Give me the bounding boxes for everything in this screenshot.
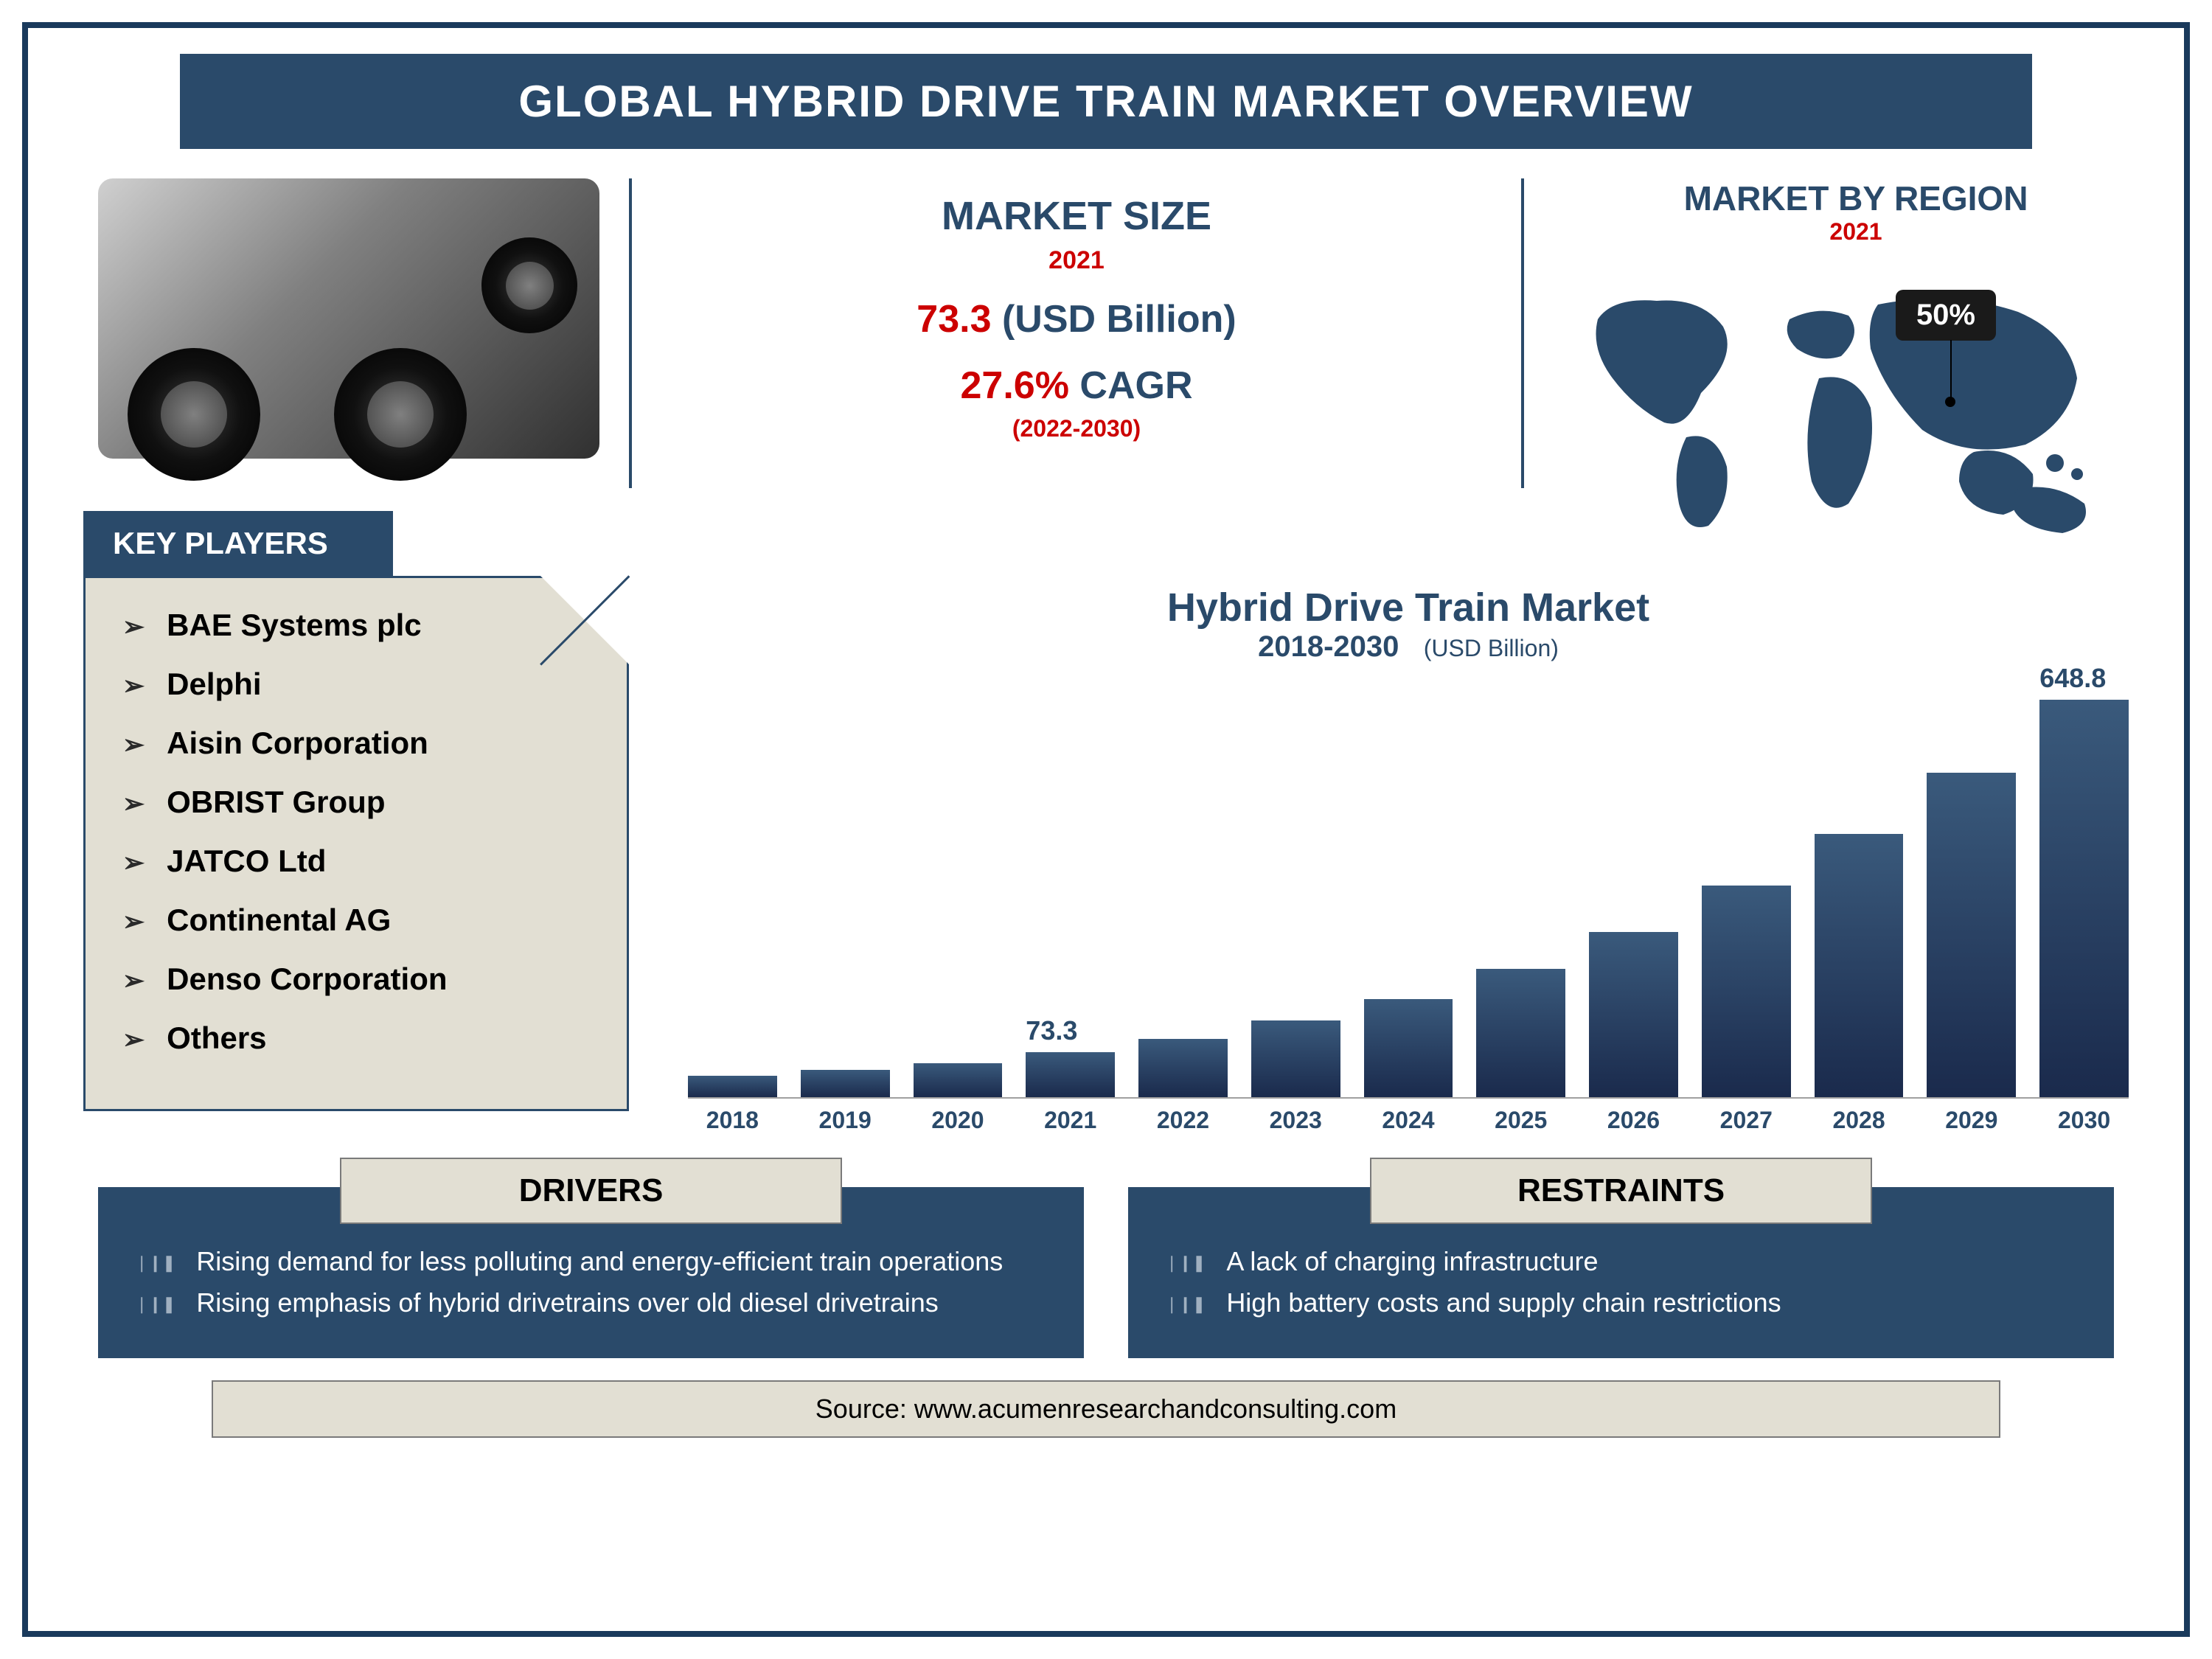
market-size-year: 2021 (661, 246, 1492, 275)
bar-group: 2022 (1138, 1039, 1228, 1097)
region-heading: MARKET BY REGION (1554, 178, 2158, 218)
list-item: Aisin Corporation (122, 726, 590, 761)
chart-title: Hybrid Drive Train Market (658, 585, 2158, 630)
map-pointer-dot (1945, 397, 1955, 407)
bar (914, 1063, 1003, 1097)
region-panel: MARKET BY REGION 2021 (1554, 178, 2158, 540)
engine-illustration (54, 178, 599, 540)
market-size-panel: MARKET SIZE 2021 73.3 (USD Billion) 27.6… (629, 178, 1524, 488)
chart-subtitle: 2018-2030 (USD Billion) (658, 630, 2158, 664)
list-item: OBRIST Group (122, 785, 590, 820)
bar (1927, 773, 2016, 1097)
bar: 73.3 (1026, 1052, 1115, 1097)
market-size-value: 73.3 (USD Billion) (661, 297, 1492, 341)
bar-group: 2024 (1364, 999, 1453, 1097)
bar-x-label: 2027 (1720, 1107, 1773, 1134)
bar-group: 2025 (1476, 969, 1565, 1097)
list-item: Denso Corporation (122, 961, 590, 997)
bottom-section: DRIVERS Rising demand for less polluting… (54, 1187, 2158, 1358)
key-players-heading: KEY PLAYERS (83, 511, 393, 576)
bar-group: 2023 (1251, 1020, 1340, 1097)
bar (1476, 969, 1565, 1097)
market-size-cagr-range: (2022-2030) (661, 415, 1492, 442)
bar-x-label: 2018 (706, 1107, 759, 1134)
list-item: JATCO Ltd (122, 844, 590, 879)
list-item: Others (122, 1020, 590, 1056)
bar (1138, 1039, 1228, 1097)
bar (1364, 999, 1453, 1097)
bar-group: 73.32021 (1026, 1052, 1115, 1097)
bar-group: 2029 (1927, 773, 2016, 1097)
chart-plot-area: 2018 2019 2020 73.32021 2022 2023 2024 2025 2026… (688, 686, 2129, 1099)
bar (1251, 1020, 1340, 1097)
middle-section: KEY PLAYERS BAE Systems plc Delphi Aisin… (54, 555, 2158, 1143)
bar-group: 2028 (1815, 834, 1904, 1097)
bar (1815, 834, 1904, 1097)
map-pointer-line (1950, 340, 1952, 399)
bar-x-label: 2022 (1157, 1107, 1209, 1134)
wheel-icon (481, 237, 577, 333)
restraints-list: A lack of charging infrastructure High b… (1165, 1246, 2077, 1318)
bar-x-label: 2019 (819, 1107, 872, 1134)
bar-x-label: 2021 (1044, 1107, 1096, 1134)
bar-group: 2026 (1589, 932, 1678, 1097)
bar-value-label: 73.3 (1026, 1015, 1077, 1046)
list-item: Rising demand for less polluting and ene… (135, 1246, 1047, 1277)
drivers-heading: DRIVERS (340, 1158, 841, 1224)
bar (801, 1070, 890, 1097)
list-item: A lack of charging infrastructure (1165, 1246, 2077, 1277)
bar-x-label: 2025 (1495, 1107, 1547, 1134)
wheel-icon (128, 348, 260, 481)
drivers-panel: DRIVERS Rising demand for less polluting… (98, 1187, 1084, 1358)
drivers-list: Rising demand for less polluting and ene… (135, 1246, 1047, 1318)
bar-group: 648.82030 (2039, 700, 2129, 1097)
list-item: Rising emphasis of hybrid drivetrains ov… (135, 1287, 1047, 1318)
top-section: MARKET SIZE 2021 73.3 (USD Billion) 27.6… (54, 178, 2158, 540)
bar: 648.8 (2039, 700, 2129, 1097)
list-item: BAE Systems plc (122, 608, 590, 643)
world-map: 50% (1554, 260, 2129, 540)
source-label: Source: www.acumenresearchandconsulting.… (212, 1380, 2000, 1438)
list-item: High battery costs and supply chain rest… (1165, 1287, 2077, 1318)
key-players-list: BAE Systems plc Delphi Aisin Corporation… (122, 608, 590, 1056)
bar-x-label: 2023 (1270, 1107, 1322, 1134)
bar-group: 2027 (1702, 886, 1791, 1097)
market-size-heading: MARKET SIZE (661, 193, 1492, 239)
market-size-cagr: 27.6% CAGR (661, 364, 1492, 408)
bar (1589, 932, 1678, 1097)
restraints-heading: RESTRAINTS (1370, 1158, 1871, 1224)
bar-value-label: 648.8 (2039, 663, 2106, 694)
bar (1702, 886, 1791, 1097)
key-players-panel: KEY PLAYERS BAE Systems plc Delphi Aisin… (83, 511, 629, 1143)
list-item: Delphi (122, 667, 590, 702)
restraints-panel: RESTRAINTS A lack of charging infrastruc… (1128, 1187, 2114, 1358)
bar-group: 2020 (914, 1063, 1003, 1097)
bar-group: 2018 (688, 1076, 777, 1097)
region-highlight-badge: 50% (1896, 290, 1996, 341)
bar-group: 2019 (801, 1070, 890, 1097)
title-banner: GLOBAL HYBRID DRIVE TRAIN MARKET OVERVIE… (180, 54, 2032, 149)
wheel-icon (334, 348, 467, 481)
bar-x-label: 2020 (931, 1107, 984, 1134)
bar-x-label: 2030 (2058, 1107, 2110, 1134)
bar-x-label: 2029 (1945, 1107, 1997, 1134)
bar-x-label: 2028 (1832, 1107, 1885, 1134)
list-item: Continental AG (122, 902, 590, 938)
bar-chart-panel: Hybrid Drive Train Market 2018-2030 (USD… (658, 555, 2158, 1143)
bar-x-label: 2024 (1382, 1107, 1434, 1134)
region-year: 2021 (1554, 218, 2158, 246)
outer-frame: GLOBAL HYBRID DRIVE TRAIN MARKET OVERVIE… (22, 22, 2190, 1637)
bar-x-label: 2026 (1607, 1107, 1660, 1134)
bar (688, 1076, 777, 1097)
